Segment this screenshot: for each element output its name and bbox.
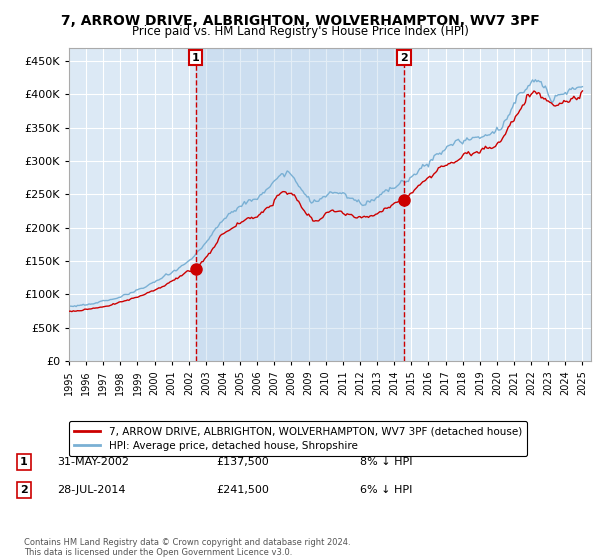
Text: £241,500: £241,500: [216, 485, 269, 495]
Text: 31-MAY-2002: 31-MAY-2002: [57, 457, 129, 467]
Bar: [196, 48, 404, 361]
Legend: 7, ARROW DRIVE, ALBRIGHTON, WOLVERHAMPTON, WV7 3PF (detached house), HPI: Averag: 7, ARROW DRIVE, ALBRIGHTON, WOLVERHAMPTO…: [69, 421, 527, 456]
Text: Price paid vs. HM Land Registry's House Price Index (HPI): Price paid vs. HM Land Registry's House …: [131, 25, 469, 38]
Text: 2: 2: [400, 53, 408, 63]
Text: £137,500: £137,500: [216, 457, 269, 467]
Text: 2: 2: [20, 485, 28, 495]
Text: 7, ARROW DRIVE, ALBRIGHTON, WOLVERHAMPTON, WV7 3PF: 7, ARROW DRIVE, ALBRIGHTON, WOLVERHAMPTO…: [61, 14, 539, 28]
Text: 8% ↓ HPI: 8% ↓ HPI: [360, 457, 413, 467]
Text: 1: 1: [192, 53, 200, 63]
Text: 6% ↓ HPI: 6% ↓ HPI: [360, 485, 412, 495]
Text: 1: 1: [20, 457, 28, 467]
Text: Contains HM Land Registry data © Crown copyright and database right 2024.
This d: Contains HM Land Registry data © Crown c…: [24, 538, 350, 557]
Text: 28-JUL-2014: 28-JUL-2014: [57, 485, 125, 495]
